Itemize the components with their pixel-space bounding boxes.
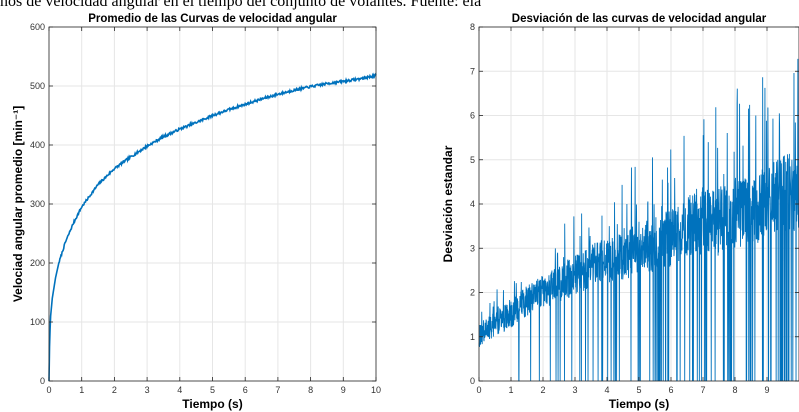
y-tick-label: 8 [470, 22, 475, 32]
x-axis-label: Tiempo (s) [182, 397, 242, 411]
y-tick-label: 6 [470, 111, 475, 121]
x-tick-label: 3 [572, 385, 577, 395]
series-line [478, 58, 799, 382]
page-caption: nos de velocidad angular en el tiempo de… [0, 0, 482, 10]
chart-title: Promedio de las Curvas de velocidad angu… [88, 13, 337, 25]
y-tick-label: 100 [30, 317, 45, 327]
x-tick-label: 5 [636, 385, 641, 395]
x-tick-label: 2 [540, 385, 545, 395]
y-tick-label: 0 [470, 376, 475, 386]
y-tick-label: 3 [470, 243, 475, 253]
chart-2: 0 1 2 3 4 5 6 7 8 9 0 1 2 3 4 5 6 7 8 Desviación de las cur… [441, 13, 799, 411]
y-tick-label: 600 [30, 22, 45, 32]
y-axis-label: Desviación estandar [441, 145, 455, 262]
y-tick-label: 500 [30, 81, 45, 91]
x-tick-label: 8 [732, 385, 737, 395]
y-tick-label: 7 [470, 66, 475, 76]
y-tick-label: 4 [470, 199, 475, 209]
y-tick-label: 5 [470, 155, 475, 165]
x-tick-label: 4 [177, 385, 182, 395]
x-tick-label: 7 [275, 385, 280, 395]
x-tick-label: 1 [508, 385, 513, 395]
y-tick-label: 2 [470, 288, 475, 298]
x-tick-label: 7 [700, 385, 705, 395]
x-tick-label: 10 [371, 385, 381, 395]
chart-title: Desviación de las curvas de velocidad an… [512, 13, 767, 25]
x-tick-label: 8 [308, 385, 313, 395]
x-tick-label: 1 [79, 385, 84, 395]
x-axis-label: Tiempo (s) [609, 397, 669, 411]
y-tick-label: 200 [30, 258, 45, 268]
x-tick-label: 6 [243, 385, 248, 395]
series-line [48, 72, 377, 382]
x-tick-label: 0 [476, 385, 481, 395]
chart-1: 0 1 2 3 4 5 6 7 8 9 100100200300400500600Promedio … [11, 13, 381, 411]
x-tick-label: 3 [145, 385, 150, 395]
y-tick-label: 400 [30, 140, 45, 150]
y-tick-label: 300 [30, 199, 45, 209]
y-axis-label: Velociad angular promedio [min⁻¹] [11, 106, 25, 302]
y-tick-label: 1 [470, 332, 475, 342]
x-tick-label: 2 [112, 385, 117, 395]
x-tick-label: 9 [764, 385, 769, 395]
x-tick-label: 5 [210, 385, 215, 395]
x-tick-label: 4 [604, 385, 609, 395]
x-tick-label: 0 [46, 385, 51, 395]
x-tick-label: 9 [341, 385, 346, 395]
x-tick-label: 6 [668, 385, 673, 395]
y-tick-label: 0 [40, 376, 45, 386]
